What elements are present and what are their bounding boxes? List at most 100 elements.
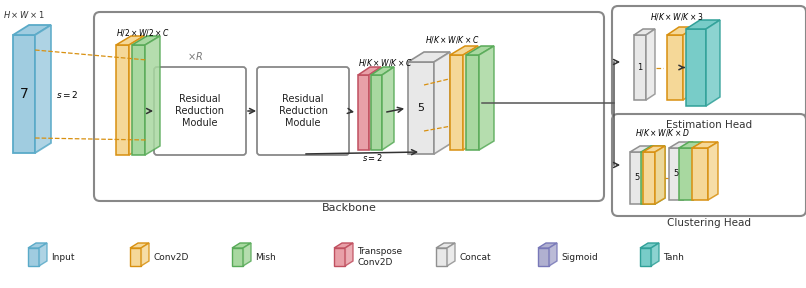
Polygon shape [116, 45, 129, 155]
Text: Sigmoid: Sigmoid [561, 253, 598, 262]
FancyBboxPatch shape [154, 67, 246, 155]
Polygon shape [692, 142, 718, 148]
Polygon shape [669, 148, 683, 200]
Polygon shape [145, 36, 160, 155]
Polygon shape [463, 46, 478, 150]
Text: $H/K\times W/K\times C$: $H/K\times W/K\times C$ [425, 34, 479, 45]
Polygon shape [643, 152, 655, 204]
Polygon shape [655, 146, 665, 204]
FancyBboxPatch shape [612, 6, 806, 118]
Polygon shape [130, 243, 149, 248]
Polygon shape [334, 243, 353, 248]
Polygon shape [686, 20, 720, 29]
Text: Residual
Reduction
Module: Residual Reduction Module [176, 94, 225, 128]
Polygon shape [641, 152, 655, 204]
Text: 5: 5 [418, 103, 425, 113]
Polygon shape [450, 55, 463, 150]
Text: Transpose
Conv2D: Transpose Conv2D [357, 247, 402, 267]
Text: Concat: Concat [459, 253, 491, 262]
Polygon shape [683, 142, 693, 200]
Polygon shape [538, 248, 549, 266]
Polygon shape [358, 75, 369, 150]
Polygon shape [651, 243, 659, 266]
Polygon shape [129, 36, 144, 155]
Polygon shape [667, 35, 683, 100]
Polygon shape [683, 27, 695, 100]
Polygon shape [549, 243, 557, 266]
Polygon shape [369, 67, 381, 150]
Text: $H\times W\times 1$: $H\times W\times 1$ [3, 9, 45, 20]
Text: Mish: Mish [255, 253, 276, 262]
Text: $\times R$: $\times R$ [187, 50, 203, 62]
Text: Clustering Head: Clustering Head [667, 218, 751, 228]
Text: Residual
Reduction
Module: Residual Reduction Module [279, 94, 327, 128]
Polygon shape [686, 29, 706, 106]
Polygon shape [679, 142, 703, 148]
Polygon shape [436, 243, 455, 248]
Polygon shape [634, 29, 655, 35]
FancyBboxPatch shape [612, 114, 806, 216]
Polygon shape [382, 67, 394, 150]
Polygon shape [434, 52, 450, 154]
Polygon shape [39, 243, 47, 266]
Polygon shape [132, 36, 160, 45]
Text: 5: 5 [673, 170, 679, 179]
Polygon shape [371, 67, 394, 75]
Text: $s=2$: $s=2$ [56, 90, 78, 101]
Polygon shape [655, 146, 665, 204]
Text: $H/K\times W/K\times D$: $H/K\times W/K\times D$ [635, 127, 690, 138]
Polygon shape [116, 36, 144, 45]
Polygon shape [630, 146, 654, 152]
Polygon shape [28, 248, 39, 266]
Polygon shape [232, 243, 251, 248]
Polygon shape [644, 146, 654, 204]
Polygon shape [643, 146, 665, 152]
Polygon shape [408, 52, 450, 62]
Polygon shape [692, 148, 708, 200]
Polygon shape [232, 248, 243, 266]
Polygon shape [640, 243, 659, 248]
Polygon shape [679, 148, 693, 200]
Text: Tanh: Tanh [663, 253, 683, 262]
Polygon shape [538, 243, 557, 248]
Polygon shape [243, 243, 251, 266]
Text: $H/2\times W/2\times C$: $H/2\times W/2\times C$ [116, 27, 169, 38]
FancyBboxPatch shape [94, 12, 604, 201]
Polygon shape [132, 45, 145, 155]
Polygon shape [630, 152, 644, 204]
Polygon shape [436, 248, 447, 266]
Polygon shape [641, 146, 665, 152]
Text: $H/K\times W/K\times 3$: $H/K\times W/K\times 3$ [650, 11, 704, 22]
Polygon shape [669, 142, 693, 148]
Polygon shape [640, 248, 651, 266]
Polygon shape [358, 67, 381, 75]
Polygon shape [130, 248, 141, 266]
Text: Estimation Head: Estimation Head [666, 120, 752, 130]
Polygon shape [35, 25, 51, 153]
Polygon shape [450, 46, 478, 55]
Polygon shape [345, 243, 353, 266]
Polygon shape [13, 35, 35, 153]
Text: 1: 1 [638, 63, 642, 72]
FancyBboxPatch shape [257, 67, 349, 155]
Polygon shape [693, 142, 703, 200]
Polygon shape [141, 243, 149, 266]
Polygon shape [466, 46, 494, 55]
Polygon shape [447, 243, 455, 266]
Polygon shape [667, 27, 695, 35]
Polygon shape [334, 248, 345, 266]
Polygon shape [646, 29, 655, 100]
Text: Conv2D: Conv2D [153, 253, 189, 262]
Text: $H/K\times W/K\times C$: $H/K\times W/K\times C$ [358, 57, 413, 68]
Polygon shape [371, 75, 382, 150]
Polygon shape [708, 142, 718, 200]
Text: 7: 7 [19, 87, 28, 101]
Text: Input: Input [51, 253, 74, 262]
Polygon shape [706, 20, 720, 106]
Polygon shape [13, 25, 51, 35]
Polygon shape [634, 35, 646, 100]
Text: 5: 5 [634, 173, 640, 183]
Text: $s=2$: $s=2$ [362, 152, 383, 163]
Polygon shape [28, 243, 47, 248]
Polygon shape [466, 55, 479, 150]
